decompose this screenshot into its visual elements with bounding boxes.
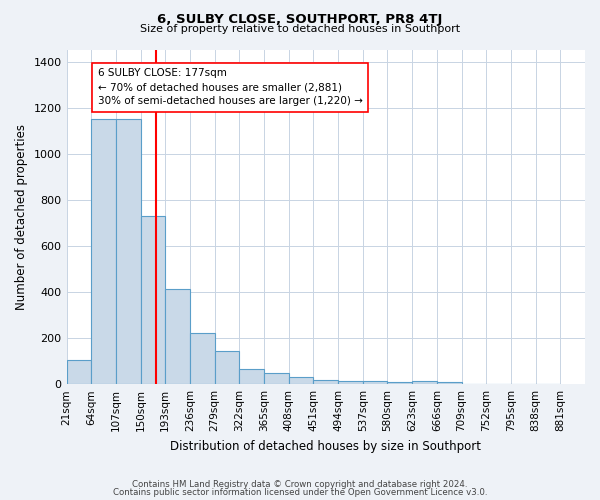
Bar xyxy=(412,380,437,384)
Bar xyxy=(264,372,289,384)
Text: 6, SULBY CLOSE, SOUTHPORT, PR8 4TJ: 6, SULBY CLOSE, SOUTHPORT, PR8 4TJ xyxy=(157,12,443,26)
Bar xyxy=(313,380,338,384)
Bar xyxy=(91,119,116,384)
Bar xyxy=(116,119,140,384)
Bar xyxy=(289,378,313,384)
Bar xyxy=(363,380,388,384)
Bar xyxy=(338,380,363,384)
X-axis label: Distribution of detached houses by size in Southport: Distribution of detached houses by size … xyxy=(170,440,481,452)
Bar xyxy=(215,351,239,384)
Bar xyxy=(165,288,190,384)
Bar xyxy=(437,382,461,384)
Y-axis label: Number of detached properties: Number of detached properties xyxy=(15,124,28,310)
Text: Contains HM Land Registry data © Crown copyright and database right 2024.: Contains HM Land Registry data © Crown c… xyxy=(132,480,468,489)
Bar xyxy=(140,216,165,384)
Bar xyxy=(190,334,215,384)
Bar xyxy=(239,369,264,384)
Bar xyxy=(388,382,412,384)
Text: 6 SULBY CLOSE: 177sqm
← 70% of detached houses are smaller (2,881)
30% of semi-d: 6 SULBY CLOSE: 177sqm ← 70% of detached … xyxy=(98,68,362,106)
Text: Size of property relative to detached houses in Southport: Size of property relative to detached ho… xyxy=(140,24,460,34)
Bar xyxy=(67,360,91,384)
Text: Contains public sector information licensed under the Open Government Licence v3: Contains public sector information licen… xyxy=(113,488,487,497)
